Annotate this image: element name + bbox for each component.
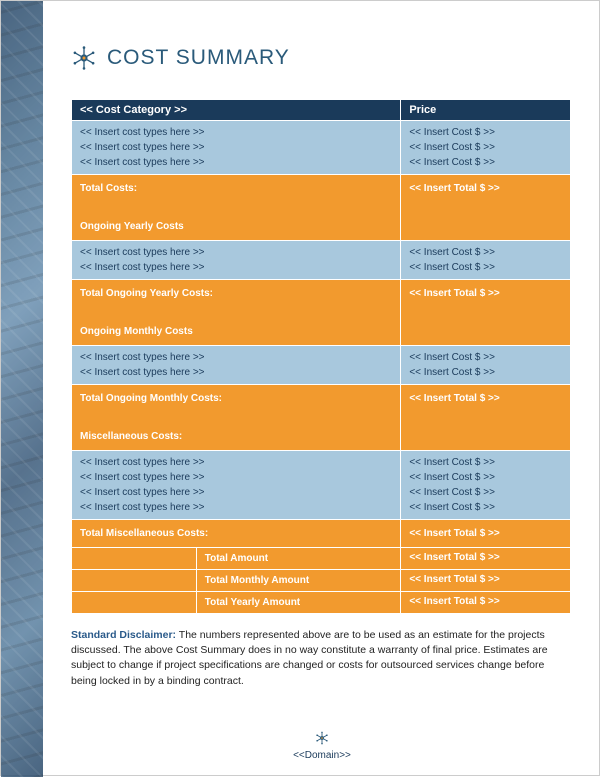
cost-value-cell: << Insert Cost $ >><< Insert Cost $ >><<… (401, 121, 571, 175)
grand-label: Total Yearly Amount (197, 592, 401, 613)
footer-text: <<Domain>> (293, 750, 351, 761)
grand-blank (72, 570, 197, 591)
table-grand-row: Total Yearly Amount<< Insert Total $ >> (72, 592, 571, 614)
title-row: COST SUMMARY (71, 45, 571, 71)
subtotal-label: Total Ongoing Monthly Costs:Miscellaneou… (72, 385, 401, 451)
snowflake-icon (71, 45, 97, 71)
cost-type-cell: << Insert cost types here >><< Insert co… (72, 346, 401, 385)
table-subtotal-row: Total Ongoing Monthly Costs:Miscellaneou… (72, 385, 571, 451)
grand-value: << Insert Total $ >> (401, 548, 571, 570)
cost-summary-table: << Cost Category >>Price<< Insert cost t… (71, 99, 571, 614)
subtotal-value: << Insert Total $ >> (401, 280, 571, 346)
page-content: COST SUMMARY << Cost Category >>Price<< … (43, 1, 600, 777)
table-data-row: << Insert cost types here >><< Insert co… (72, 121, 571, 175)
grand-label: Total Monthly Amount (197, 570, 401, 591)
page-title: COST SUMMARY (107, 46, 290, 70)
grand-left: Total Amount (72, 548, 401, 570)
page-footer: <<Domain>> (43, 731, 600, 761)
table-subtotal-row: Total Miscellaneous Costs:<< Insert Tota… (72, 520, 571, 548)
disclaimer-label: Standard Disclaimer: (71, 629, 176, 641)
table-grand-row: Total Monthly Amount<< Insert Total $ >> (72, 570, 571, 592)
grand-blank (72, 592, 197, 613)
subtotal-label: Total Costs:Ongoing Yearly Costs (72, 175, 401, 241)
subtotal-value: << Insert Total $ >> (401, 175, 571, 241)
table-data-row: << Insert cost types here >><< Insert co… (72, 346, 571, 385)
table-data-row: << Insert cost types here >><< Insert co… (72, 241, 571, 280)
grand-left: Total Monthly Amount (72, 570, 401, 592)
cost-value-cell: << Insert Cost $ >><< Insert Cost $ >> (401, 241, 571, 280)
subtotal-value: << Insert Total $ >> (401, 385, 571, 451)
cost-value-cell: << Insert Cost $ >><< Insert Cost $ >> (401, 346, 571, 385)
cost-value-cell: << Insert Cost $ >><< Insert Cost $ >><<… (401, 451, 571, 520)
snowflake-icon (315, 731, 329, 748)
subtotal-label: Total Ongoing Yearly Costs:Ongoing Month… (72, 280, 401, 346)
table-subtotal-row: Total Ongoing Yearly Costs:Ongoing Month… (72, 280, 571, 346)
header-price: Price (401, 100, 571, 121)
grand-left: Total Yearly Amount (72, 592, 401, 614)
cost-type-cell: << Insert cost types here >><< Insert co… (72, 121, 401, 175)
grand-value: << Insert Total $ >> (401, 592, 571, 614)
cost-type-cell: << Insert cost types here >><< Insert co… (72, 451, 401, 520)
grand-blank (72, 548, 197, 569)
cost-type-cell: << Insert cost types here >><< Insert co… (72, 241, 401, 280)
table-subtotal-row: Total Costs:Ongoing Yearly Costs<< Inser… (72, 175, 571, 241)
subtotal-label: Total Miscellaneous Costs: (72, 520, 401, 548)
table-header-row: << Cost Category >>Price (72, 100, 571, 121)
subtotal-value: << Insert Total $ >> (401, 520, 571, 548)
grand-value: << Insert Total $ >> (401, 570, 571, 592)
header-category: << Cost Category >> (72, 100, 401, 121)
grand-label: Total Amount (197, 548, 401, 569)
disclaimer: Standard Disclaimer: The numbers represe… (71, 628, 571, 689)
decorative-sidebar (1, 1, 43, 777)
table-data-row: << Insert cost types here >><< Insert co… (72, 451, 571, 520)
table-grand-row: Total Amount<< Insert Total $ >> (72, 548, 571, 570)
